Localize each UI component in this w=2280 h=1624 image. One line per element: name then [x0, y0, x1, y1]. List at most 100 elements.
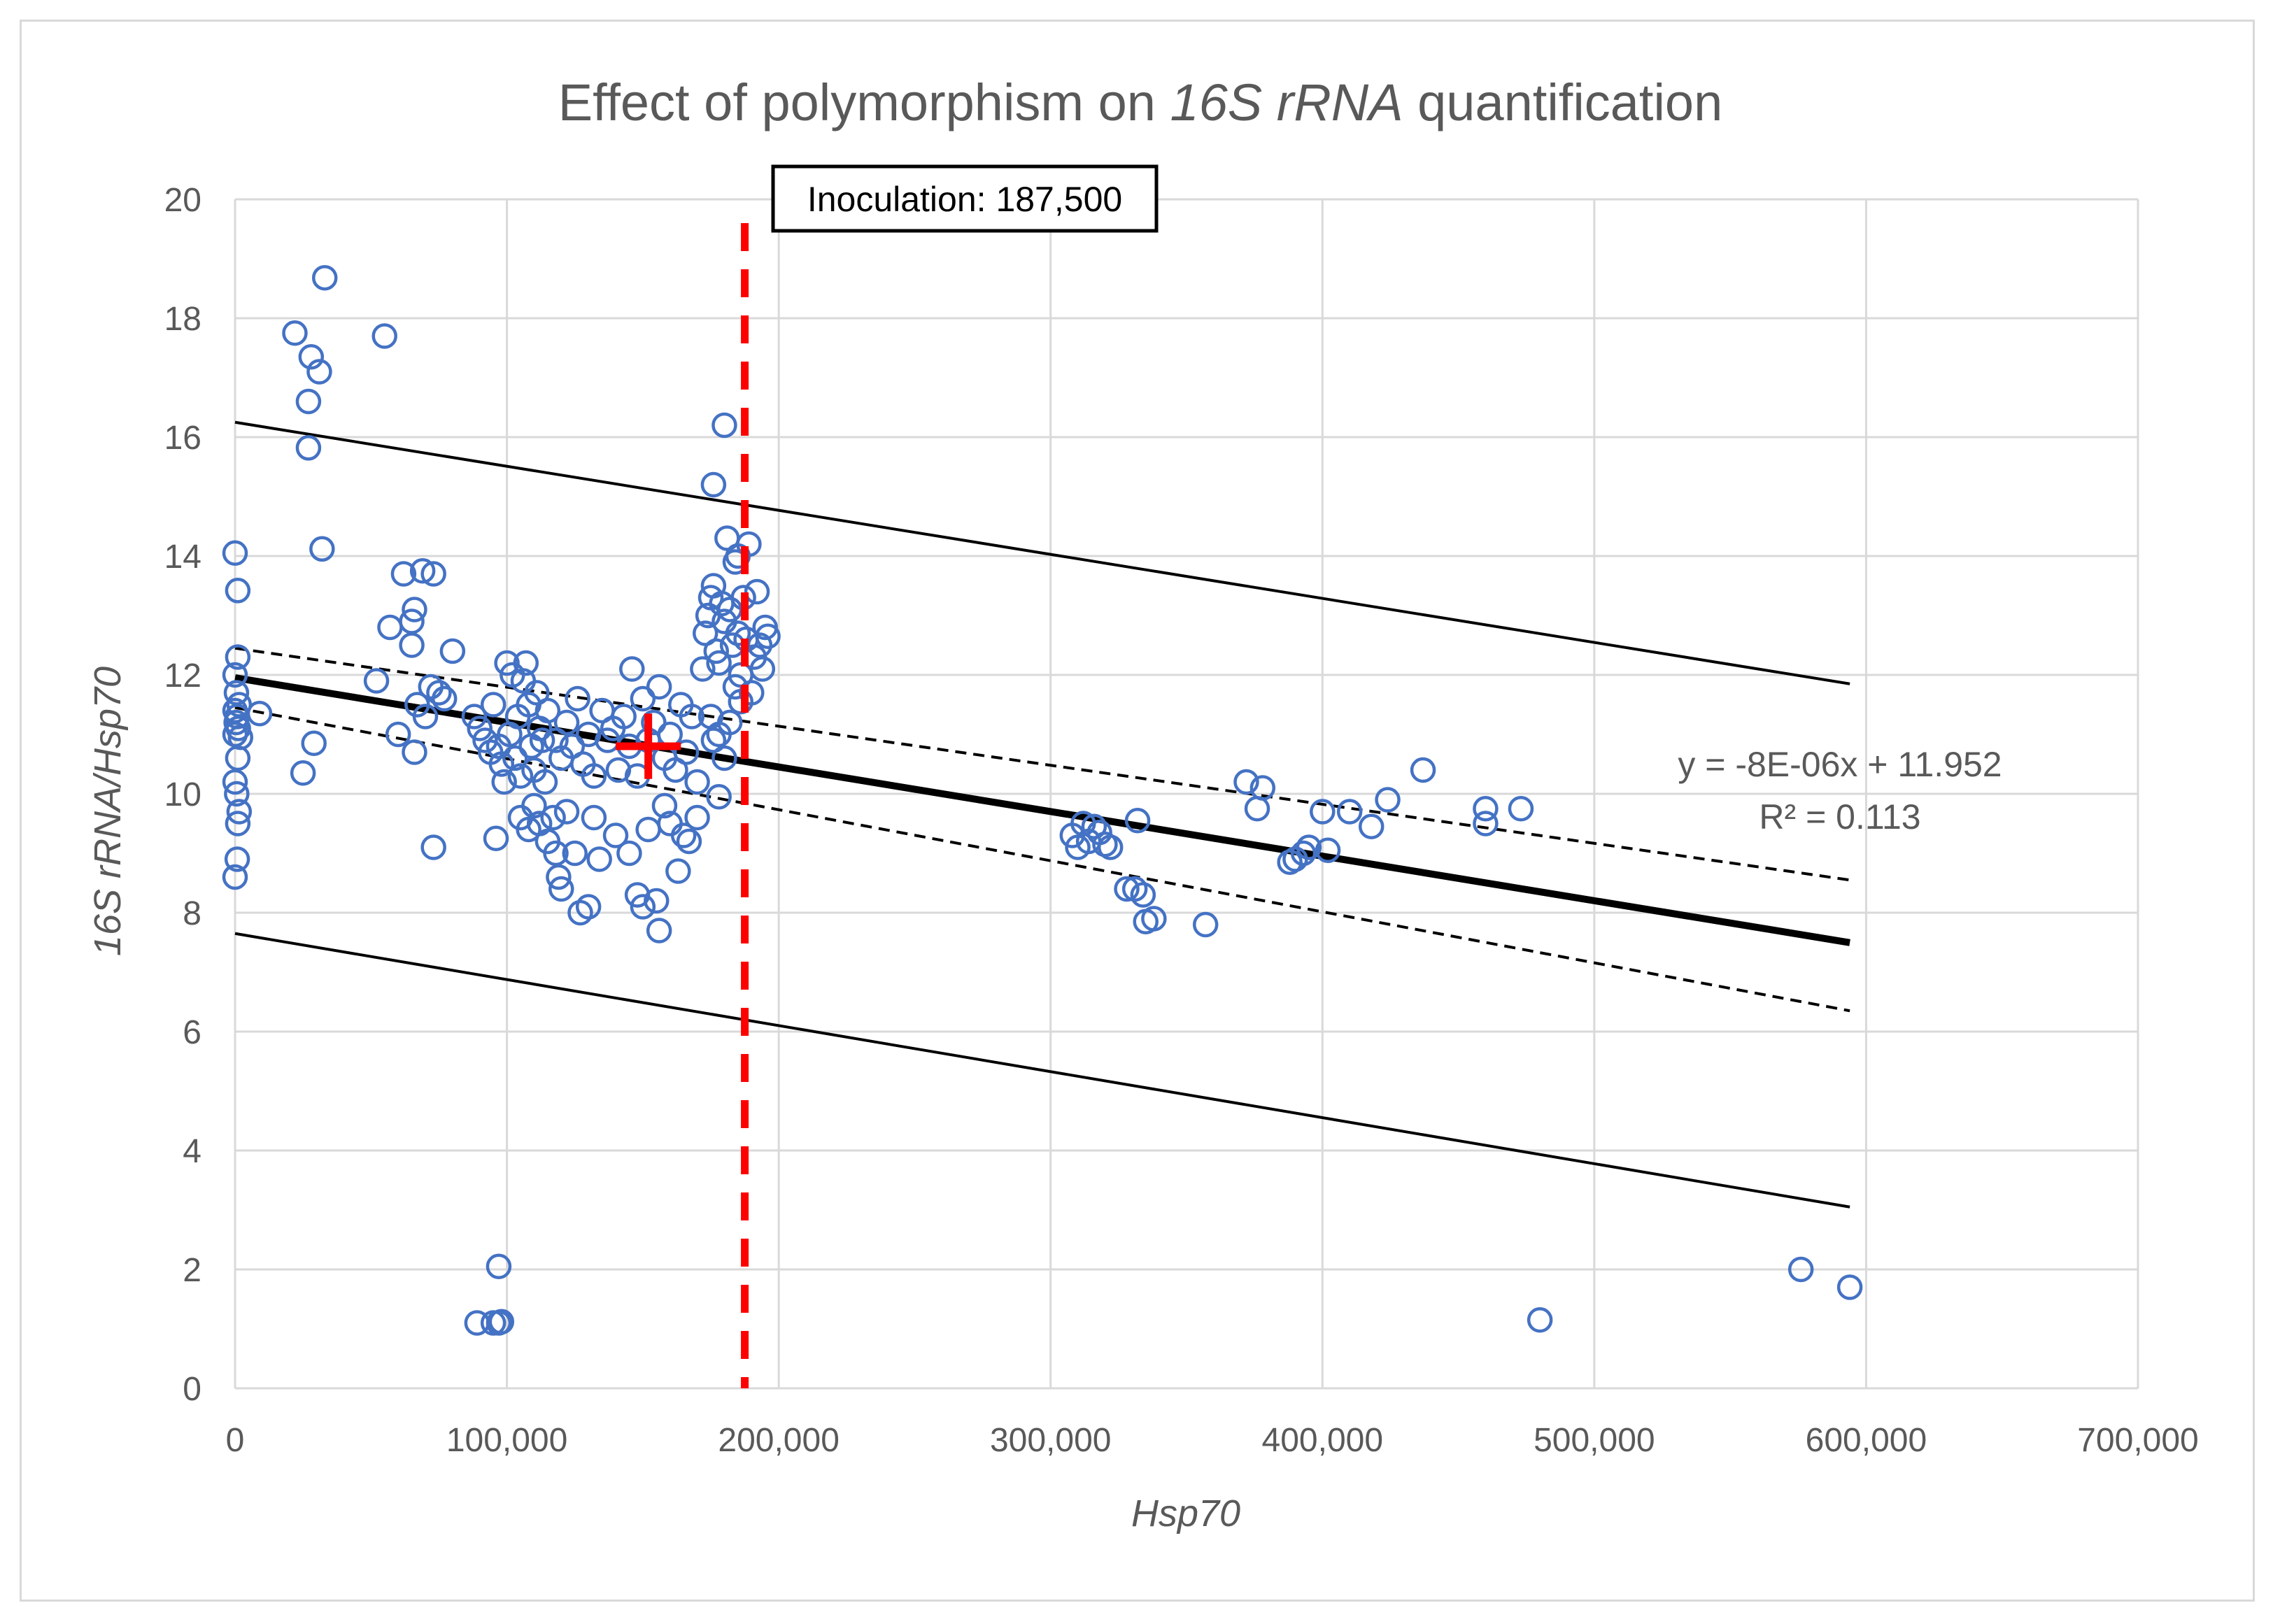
data-point [676, 828, 702, 855]
data-point [298, 344, 325, 370]
data-point [744, 578, 770, 605]
data-point [486, 1253, 512, 1279]
axis-ticks: 0 2 4 6 8 10 12 14 16 18 20 0 100,000 200,000 300,000 4… [164, 182, 2199, 1459]
data-point [1473, 811, 1499, 836]
data-point [1114, 876, 1140, 902]
data-point [534, 697, 561, 724]
data-point [635, 816, 661, 843]
data-point [480, 692, 507, 718]
data-point [1410, 757, 1436, 783]
data-point [706, 784, 732, 810]
x-tick-label: 400,000 [1262, 1422, 1384, 1459]
data-point [222, 864, 248, 890]
data-point [420, 561, 446, 587]
data-point [224, 781, 250, 807]
data-point [565, 685, 590, 712]
data-point [377, 614, 403, 641]
data-point [412, 704, 439, 729]
data-point [703, 638, 730, 664]
data-point [502, 745, 528, 771]
data-point [225, 578, 251, 604]
data-point [690, 656, 716, 682]
data-point [282, 320, 308, 346]
data-point [581, 763, 607, 789]
data-point [222, 662, 248, 688]
data-point [581, 804, 607, 831]
prediction-band-lower [234, 932, 1850, 1209]
data-point [295, 388, 322, 415]
y-tick-label: 20 [164, 182, 201, 219]
trendline-equation: y = -8E-06x + 11.952 [1678, 745, 2002, 784]
data-point [295, 435, 322, 461]
data-point [553, 709, 580, 736]
data-point [1310, 799, 1336, 825]
data-point [494, 650, 520, 676]
data-point [1336, 799, 1363, 825]
data-point [371, 323, 397, 349]
x-tick-label: 500,000 [1534, 1422, 1655, 1459]
data-point [513, 650, 539, 676]
trendline-group [234, 674, 1850, 946]
data-point [532, 769, 558, 795]
data-point [402, 597, 427, 622]
y-tick-label: 2 [183, 1252, 201, 1289]
confidence-band-lower [234, 706, 1850, 1013]
data-point [464, 1310, 490, 1336]
x-tick-label: 300,000 [990, 1422, 1112, 1459]
data-point [467, 715, 493, 741]
data-point [611, 704, 637, 729]
scatter-points [222, 264, 1863, 1336]
y-axis-label: 16S rRNA/Hsp70 [87, 667, 129, 956]
data-point [646, 918, 672, 943]
data-point [616, 840, 642, 867]
data-point [472, 727, 498, 753]
y-tick-label: 8 [183, 895, 201, 932]
data-point [619, 656, 645, 682]
data-point [1124, 808, 1151, 834]
data-point [1296, 834, 1322, 860]
data-point [1836, 1274, 1863, 1300]
trendline [234, 674, 1850, 946]
data-point [540, 804, 566, 831]
data-point [641, 709, 667, 736]
data-point [420, 834, 446, 860]
data-point [646, 674, 672, 700]
y-tick-label: 10 [164, 776, 201, 813]
data-point [684, 804, 710, 831]
data-point [1233, 769, 1259, 795]
data-point [651, 792, 678, 819]
chart-title-prefix: Effect of polymorphism on [558, 73, 1170, 131]
data-point [483, 825, 509, 851]
x-tick-label: 200,000 [718, 1422, 840, 1459]
data-point [1358, 813, 1385, 839]
data-point [222, 769, 248, 795]
data-point [755, 623, 781, 649]
data-point [390, 561, 417, 587]
data-point [670, 822, 697, 848]
data-point [488, 1309, 515, 1335]
data-point [226, 799, 253, 825]
data-point [684, 769, 710, 795]
data-point [673, 739, 700, 765]
data-point [665, 858, 691, 884]
data-point [290, 760, 316, 786]
data-point [1375, 787, 1401, 813]
data-point [716, 709, 743, 736]
data-point [630, 685, 656, 712]
x-tick-label: 0 [226, 1422, 245, 1459]
y-tick-label: 12 [164, 657, 201, 695]
chart-title: Effect of polymorphism on 16S rRNA quant… [558, 73, 1722, 131]
data-point [602, 822, 629, 848]
trendline-equation-group: y = -8E-06x + 11.952 R² = 0.113 [1678, 745, 2002, 836]
chart-title-italic: 16S rRNA [1170, 73, 1403, 131]
x-tick-label: 700,000 [2077, 1422, 2199, 1459]
data-point [491, 769, 517, 795]
y-tick-label: 6 [183, 1014, 201, 1051]
data-point [644, 888, 670, 914]
data-point [225, 811, 251, 836]
data-point [301, 730, 327, 756]
data-point [1787, 1256, 1814, 1283]
data-point [1508, 796, 1534, 822]
data-point [439, 638, 466, 664]
